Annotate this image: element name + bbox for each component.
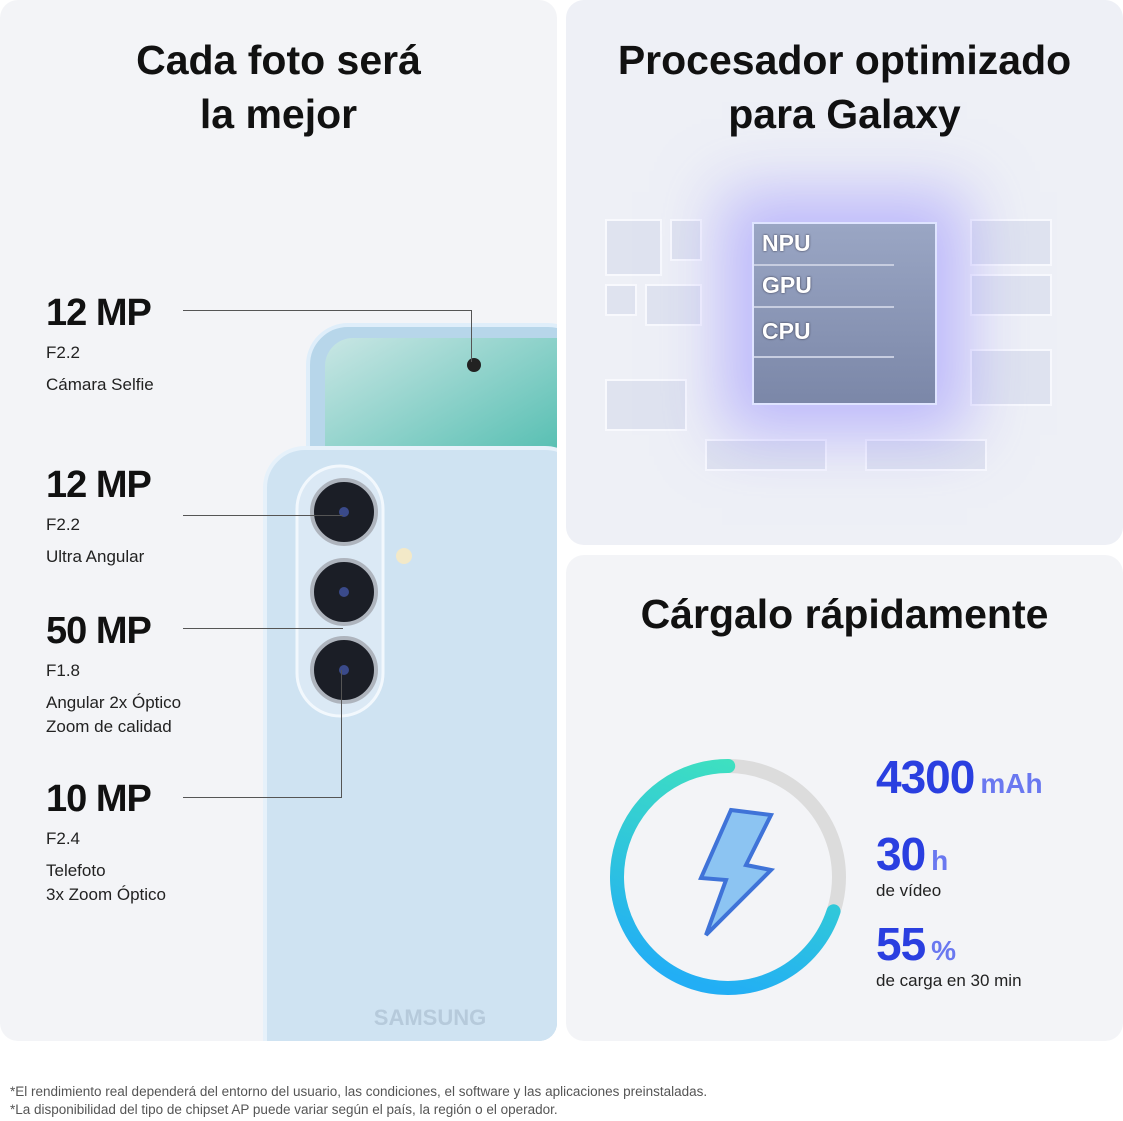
- megapixels: 10 MP: [46, 778, 152, 820]
- charge-ring: [610, 759, 846, 995]
- chip-npu: NPU: [754, 224, 894, 266]
- battery-stat: 4300 mAh: [876, 750, 1043, 804]
- camera-desc: Angular 2x Óptico: [46, 693, 182, 712]
- stat-value: 30: [876, 828, 926, 880]
- chip-cpu: CPU: [754, 312, 894, 358]
- title-line: la mejor: [199, 91, 358, 137]
- chip-gpu: GPU: [754, 266, 894, 308]
- megapixels: 50 MP: [46, 610, 152, 652]
- charge-title: Cárgalo rápidamente: [640, 591, 1049, 637]
- aperture: F2.2: [46, 515, 81, 534]
- camera-panel: Cada foto será la mejor SAMSUNG 12 MP F2…: [0, 0, 557, 1041]
- aperture: F2.2: [46, 343, 81, 362]
- video-stat: 30 h de vídeo: [876, 827, 948, 901]
- title-line: Procesador optimizado: [617, 37, 1072, 83]
- camera-desc: Zoom de calidad: [46, 717, 172, 736]
- camera-desc: Cámara Selfie: [46, 375, 154, 394]
- spec-wide: 50 MP F1.8 Angular 2x Óptico Zoom de cal…: [46, 611, 181, 739]
- stat-desc: de carga en 30 min: [876, 971, 1022, 990]
- title-line: para Galaxy: [728, 91, 961, 137]
- phone-illustration: SAMSUNG: [263, 323, 557, 1041]
- stat-unit: h: [931, 845, 949, 876]
- aperture: F1.8: [46, 661, 81, 680]
- megapixels: 12 MP: [46, 292, 152, 334]
- camera-title: Cada foto será la mejor: [0, 33, 557, 141]
- stat-desc: de vídeo: [876, 881, 942, 900]
- charge-panel: Cárgalo rápidamente 4300 mAh 30 h de vídeo…: [566, 555, 1123, 1041]
- spec-selfie: 12 MP F2.2 Cámara Selfie: [46, 293, 154, 397]
- megapixels: 12 MP: [46, 464, 152, 506]
- samsung-logo: SAMSUNG: [374, 1005, 486, 1030]
- stat-unit: %: [931, 935, 957, 966]
- chip: NPU GPU CPU: [752, 222, 937, 405]
- stat-unit: mAh: [980, 768, 1043, 799]
- ring-fill: [610, 759, 846, 995]
- stat-value: 4300: [876, 751, 975, 803]
- selfie-camera: [467, 358, 481, 372]
- stat-value: 55: [876, 918, 926, 970]
- aperture: F2.4: [46, 829, 81, 848]
- camera-desc: Telefoto: [46, 861, 106, 880]
- spec-telephoto: 10 MP F2.4 Telefoto 3x Zoom Óptico: [46, 779, 166, 907]
- footnote: *El rendimiento real dependerá del entor…: [10, 1084, 708, 1099]
- title-line: Cada foto será: [136, 37, 421, 83]
- flash: [396, 548, 412, 564]
- charge-stat: 55% de carga en 30 min: [876, 917, 1022, 991]
- camera-desc: Ultra Angular: [46, 547, 145, 566]
- processor-panel: Procesador optimizado para Galaxy NPU GP…: [566, 0, 1123, 545]
- circuit-board: [605, 219, 1052, 471]
- camera-desc: 3x Zoom Óptico: [46, 885, 166, 904]
- lightning-bolt-icon: [698, 807, 776, 937]
- processor-title: Procesador optimizado para Galaxy: [566, 33, 1123, 141]
- spec-ultrawide: 12 MP F2.2 Ultra Angular: [46, 464, 152, 569]
- footnote: *La disponibilidad del tipo de chipset A…: [10, 1102, 558, 1117]
